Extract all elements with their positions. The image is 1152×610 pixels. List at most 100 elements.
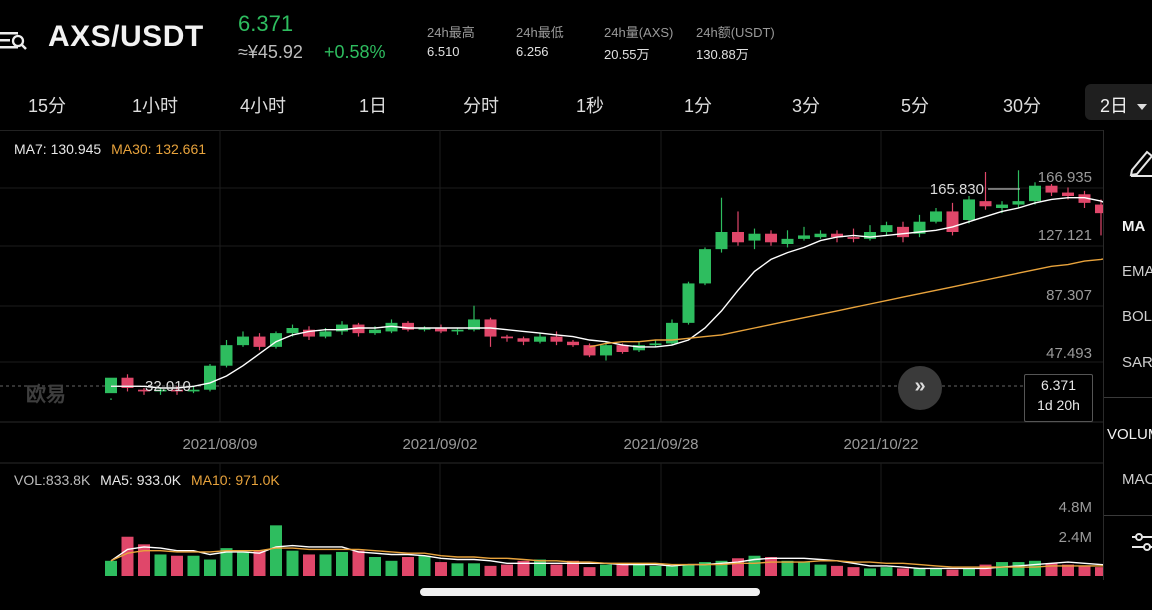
candle-body bbox=[550, 336, 563, 342]
scroll-to-latest-button[interactable]: » bbox=[898, 366, 942, 410]
stat-label: 24h额(USDT) bbox=[696, 25, 775, 40]
trading-pair-title[interactable]: AXS/USDT bbox=[48, 20, 204, 53]
volume-bar bbox=[402, 557, 414, 576]
chart-grid bbox=[0, 130, 1103, 464]
ma5-vol-value: MA5: 933.0K bbox=[100, 472, 182, 488]
volume-bar bbox=[517, 560, 530, 576]
price-markers: 165.830 32.010 bbox=[111, 181, 1020, 395]
volume-bar bbox=[534, 559, 546, 576]
stat-label: 24h最高 bbox=[427, 25, 475, 40]
indicator-macd[interactable]: MACD bbox=[1122, 471, 1152, 488]
candle-body bbox=[319, 331, 332, 337]
candle-body bbox=[600, 345, 612, 356]
candle-body bbox=[930, 211, 942, 222]
cny-price: ≈¥45.92 bbox=[238, 42, 303, 62]
indicator-volume[interactable]: VOLUME bbox=[1107, 426, 1152, 443]
indicator-boll[interactable]: BOLL bbox=[1122, 308, 1152, 325]
candle-body bbox=[220, 345, 233, 366]
candle-body bbox=[534, 336, 546, 342]
volume-bar bbox=[666, 565, 678, 576]
volume-bar bbox=[451, 563, 464, 576]
date-tick-label: 2021/09/28 bbox=[623, 436, 698, 453]
stat-label: 24h量(AXS) bbox=[604, 25, 674, 40]
double-chevron-right-icon: » bbox=[914, 375, 926, 397]
volume-bar bbox=[336, 551, 348, 576]
stat-value: 6.256 bbox=[516, 44, 549, 59]
tab-2d-active[interactable]: 2日 bbox=[1085, 84, 1152, 120]
candle-body bbox=[847, 237, 860, 239]
tab-1min[interactable]: 1分 bbox=[684, 96, 713, 116]
volume-bar bbox=[204, 559, 216, 576]
kline-chart[interactable]: 166.935 127.121 87.307 47.493 2021/08/09 2021… bbox=[0, 130, 1103, 580]
axis-labels: 166.935 127.121 87.307 47.493 2021/08/09 2021… bbox=[182, 169, 1092, 546]
date-tick-label: 2021/10/22 bbox=[843, 436, 918, 453]
candle-body bbox=[897, 226, 909, 238]
volume-bar bbox=[765, 557, 777, 576]
candle-body bbox=[1045, 185, 1058, 193]
candle-body bbox=[666, 322, 678, 344]
tab-15m[interactable]: 15分 bbox=[28, 96, 67, 116]
volume-bar bbox=[484, 565, 497, 576]
indicator-ema[interactable]: EMA bbox=[1122, 263, 1152, 280]
candle-body bbox=[616, 345, 629, 352]
current-price: 6.371 bbox=[1040, 377, 1077, 393]
candle-body bbox=[979, 201, 992, 207]
ma10-vol-value: MA10: 971.0K bbox=[191, 472, 280, 488]
volume-legend: VOL:833.8K MA5: 933.0K MA10: 971.0K bbox=[14, 472, 280, 488]
tab-1h[interactable]: 1小时 bbox=[132, 96, 179, 116]
volume-bar bbox=[418, 555, 431, 576]
volume-bar bbox=[831, 565, 843, 576]
change-percent: +0.58% bbox=[324, 42, 386, 62]
stat-24h-low: 24h最低 6.256 bbox=[516, 22, 564, 59]
volume-bars bbox=[105, 525, 1103, 576]
indicator-settings-icon[interactable] bbox=[1132, 533, 1152, 556]
candle-body bbox=[418, 328, 431, 330]
volume-bar bbox=[468, 563, 480, 576]
tab-5min[interactable]: 5分 bbox=[901, 96, 930, 116]
tab-4h[interactable]: 4小时 bbox=[240, 96, 287, 116]
volume-bar bbox=[121, 536, 134, 576]
candle-body bbox=[468, 319, 480, 330]
home-indicator[interactable] bbox=[420, 588, 760, 596]
volume-bar bbox=[781, 560, 794, 576]
candle-body bbox=[963, 199, 975, 220]
price-tick-label: 47.493 bbox=[1046, 345, 1092, 362]
candle-body bbox=[1095, 204, 1103, 214]
tab-timeline[interactable]: 分时 bbox=[463, 96, 499, 116]
volume-bar bbox=[616, 564, 629, 576]
volume-bar bbox=[897, 568, 909, 576]
volume-bar bbox=[303, 554, 315, 576]
candle-body bbox=[996, 204, 1008, 208]
draw-pencil-icon[interactable] bbox=[1128, 144, 1152, 183]
ma7-value: MA7: 130.945 bbox=[14, 141, 102, 157]
volume-bar bbox=[171, 555, 183, 576]
price-tick-label: 127.121 bbox=[1038, 227, 1092, 244]
candle-body bbox=[748, 233, 761, 241]
volume-bar bbox=[270, 525, 282, 576]
indicator-ma[interactable]: MA bbox=[1122, 218, 1146, 235]
stat-label: 24h最低 bbox=[516, 25, 564, 40]
candle-body bbox=[369, 329, 381, 334]
stat-value: 130.88万 bbox=[696, 47, 749, 62]
tab-1s[interactable]: 1秒 bbox=[576, 96, 605, 116]
volume-bar bbox=[847, 567, 860, 576]
candle-body bbox=[649, 343, 662, 346]
stat-value: 6.510 bbox=[427, 44, 460, 59]
tab-3min[interactable]: 3分 bbox=[792, 96, 821, 116]
candle-body bbox=[682, 283, 695, 323]
market-list-icon[interactable] bbox=[0, 28, 30, 54]
indicator-sidebar: MA EMA BOLL SAR VOLUME MACD bbox=[1103, 130, 1152, 580]
tab-30min[interactable]: 30分 bbox=[1003, 96, 1042, 116]
candle-body bbox=[1029, 185, 1041, 202]
chevron-down-icon bbox=[1137, 104, 1147, 110]
high-price-marker: 165.830 bbox=[930, 181, 984, 198]
volume-bar bbox=[880, 567, 893, 576]
tab-1d[interactable]: 1日 bbox=[359, 96, 388, 116]
volume-bar bbox=[913, 568, 926, 576]
last-price: 6.371 bbox=[238, 11, 294, 36]
volume-bar bbox=[253, 550, 266, 576]
tab-2d-label: 2日 bbox=[1100, 96, 1129, 116]
volume-bar bbox=[352, 550, 365, 576]
indicator-sar[interactable]: SAR bbox=[1122, 354, 1152, 371]
volume-bar bbox=[946, 569, 959, 576]
